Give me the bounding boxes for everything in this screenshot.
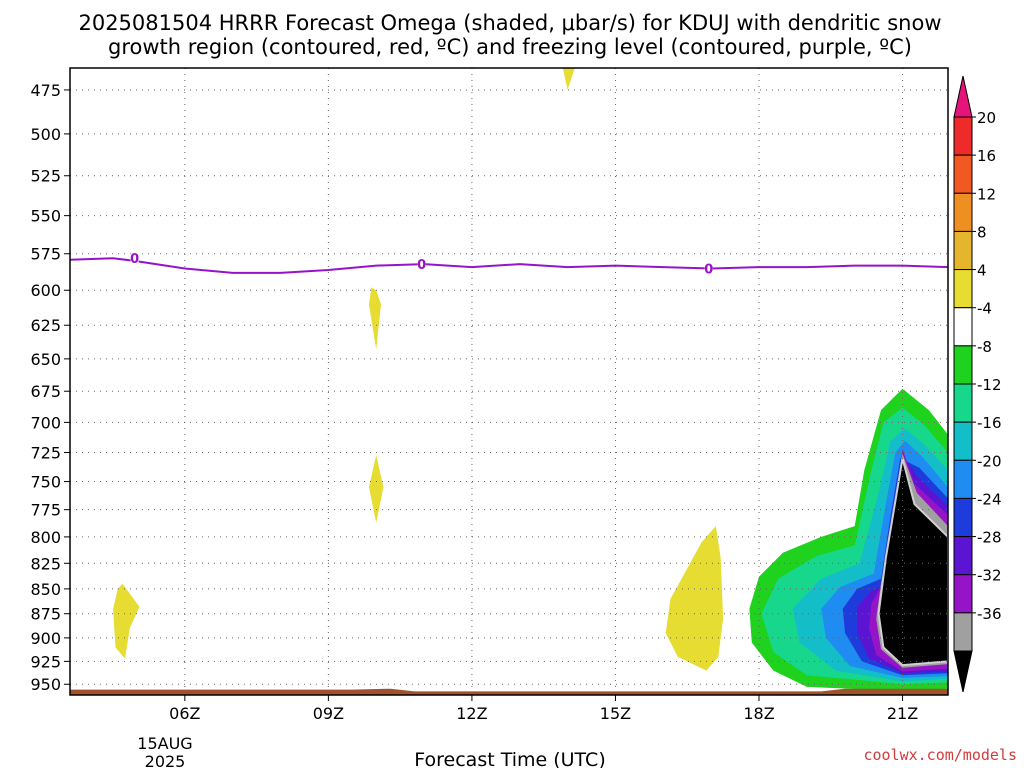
x-tick-label-12Z: 12Z — [456, 704, 487, 723]
freezing-level-label-bg-2 — [704, 261, 713, 276]
omega-area-0 — [113, 583, 140, 659]
colorbar-swatch-0 — [953, 116, 973, 156]
date-label-year: 2025 — [145, 752, 186, 768]
colorbar-swatch-12 — [953, 574, 973, 614]
omega-area-4 — [665, 526, 724, 671]
freezing-level-label-bg-0 — [130, 251, 139, 266]
colorbar-label-13: -36 — [977, 605, 1002, 623]
colorbar-swatch-9 — [953, 459, 973, 499]
chart-title-line1: 2025081504 HRRR Forecast Omega (shaded, … — [78, 11, 941, 35]
colorbar-label-3: 8 — [977, 223, 987, 241]
colorbar-label-0: 20 — [977, 109, 996, 127]
colorbar-swatch-2 — [953, 192, 973, 232]
y-tick-label-825: 825 — [30, 554, 61, 573]
colorbar-label-7: -12 — [977, 376, 1002, 394]
omega-area-2 — [369, 454, 384, 523]
colorbar-label-12: -32 — [977, 567, 1002, 585]
freezing-level-label-0: 0 — [130, 252, 139, 267]
x-axis-label: Forecast Time (UTC) — [414, 749, 605, 768]
y-tick-label-475: 475 — [30, 81, 61, 100]
y-tick-label-600: 600 — [30, 281, 61, 300]
colorbar-swatch-1 — [953, 154, 973, 194]
y-tick-label-875: 875 — [30, 605, 61, 624]
freezing-level-label-1: 0 — [417, 258, 426, 273]
y-tick-label-850: 850 — [30, 580, 61, 599]
credit-label: coolwx.com/models — [863, 746, 1017, 764]
y-tick-label-775: 775 — [30, 501, 61, 520]
y-tick-label-700: 700 — [30, 413, 61, 432]
y-tick-label-550: 550 — [30, 207, 61, 226]
y-tick-label-675: 675 — [30, 382, 61, 401]
colorbar-swatch-11 — [953, 536, 973, 576]
x-tick-label-21Z: 21Z — [887, 704, 918, 723]
colorbar-swatch-13 — [953, 612, 973, 652]
x-tick-label-15Z: 15Z — [600, 704, 631, 723]
y-tick-label-500: 500 — [30, 125, 61, 144]
y-tick-label-750: 750 — [30, 473, 61, 492]
omega-area-1 — [369, 287, 381, 350]
y-tick-label-525: 525 — [30, 167, 61, 186]
y-tick-label-625: 625 — [30, 316, 61, 335]
x-tick-label-06Z: 06Z — [169, 704, 200, 723]
colorbar-swatch-10 — [953, 497, 973, 538]
colorbar-swatch-8 — [953, 421, 973, 461]
date-label-day: 15AUG — [137, 734, 192, 753]
colorbar-label-2: 12 — [977, 185, 996, 203]
freezing-level-line — [70, 257, 948, 274]
plot-body: 0 0 0 — [70, 68, 948, 695]
colorbar-top-arrow — [953, 75, 973, 118]
y-tick-label-925: 925 — [30, 652, 61, 671]
y-tick-label-800: 800 — [30, 528, 61, 547]
colorbar-label-8: -16 — [977, 414, 1002, 432]
colorbar-swatch-4 — [953, 269, 973, 309]
omega-area-3 — [562, 68, 575, 90]
y-tick-label-725: 725 — [30, 443, 61, 462]
colorbar-swatch-7 — [953, 383, 973, 423]
x-tick-label-18Z: 18Z — [743, 704, 774, 723]
colorbar-label-9: -20 — [977, 452, 1002, 470]
colorbar-label-1: 16 — [977, 147, 996, 165]
colorbar-label-11: -28 — [977, 529, 1002, 547]
colorbar: 20 16 12 8 4 -4 -8 -12 -16 -20 -24 -28 -32 -36 — [953, 75, 1002, 693]
colorbar-label-10: -24 — [977, 490, 1002, 508]
y-tick-label-950: 950 — [30, 675, 61, 694]
plot-frame — [69, 67, 949, 696]
omega-core-outline — [877, 458, 948, 667]
colorbar-swatch-6 — [953, 345, 973, 385]
colorbar-label-6: -8 — [977, 338, 992, 356]
terrain-area — [70, 688, 948, 695]
freezing-level-label-2: 0 — [704, 263, 713, 278]
plot-area: 0 0 0 475 500 525 550 575 600 625 650 675 700 725 750 7… — [30, 67, 949, 723]
colorbar-label-4: 4 — [977, 262, 987, 280]
freezing-level-label-bg-1 — [417, 257, 426, 272]
colorbar-bottom-arrow — [953, 650, 973, 693]
x-tick-label-09Z: 09Z — [313, 704, 344, 723]
colorbar-swatch-5 — [953, 307, 973, 347]
colorbar-swatch-3 — [953, 230, 973, 271]
omega-area-13 — [878, 458, 948, 666]
y-tick-label-900: 900 — [30, 629, 61, 648]
chart-title-line2: growth region (contoured, red, ºC) and f… — [108, 35, 912, 59]
y-tick-label-650: 650 — [30, 350, 61, 369]
y-tick-label-575: 575 — [30, 245, 61, 264]
colorbar-label-5: -4 — [977, 300, 992, 318]
